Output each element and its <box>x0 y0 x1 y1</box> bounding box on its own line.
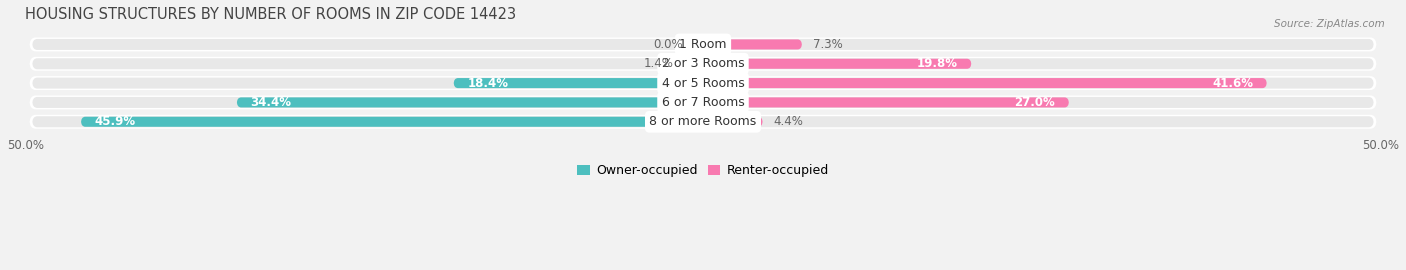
FancyBboxPatch shape <box>30 115 1376 129</box>
Text: 45.9%: 45.9% <box>94 115 136 128</box>
Text: HOUSING STRUCTURES BY NUMBER OF ROOMS IN ZIP CODE 14423: HOUSING STRUCTURES BY NUMBER OF ROOMS IN… <box>25 7 516 22</box>
Text: 19.8%: 19.8% <box>917 57 957 70</box>
Text: 1.4%: 1.4% <box>644 57 673 70</box>
FancyBboxPatch shape <box>703 117 762 127</box>
FancyBboxPatch shape <box>30 76 1376 90</box>
Text: 8 or more Rooms: 8 or more Rooms <box>650 115 756 128</box>
Text: 2 or 3 Rooms: 2 or 3 Rooms <box>662 57 744 70</box>
Text: 4.4%: 4.4% <box>773 115 803 128</box>
Text: 18.4%: 18.4% <box>467 77 508 90</box>
FancyBboxPatch shape <box>82 117 703 127</box>
FancyBboxPatch shape <box>32 77 1374 89</box>
Text: 34.4%: 34.4% <box>250 96 291 109</box>
FancyBboxPatch shape <box>703 97 1069 107</box>
FancyBboxPatch shape <box>703 59 972 69</box>
FancyBboxPatch shape <box>454 78 703 88</box>
FancyBboxPatch shape <box>32 39 1374 50</box>
Legend: Owner-occupied, Renter-occupied: Owner-occupied, Renter-occupied <box>572 159 834 183</box>
Text: 0.0%: 0.0% <box>652 38 683 51</box>
FancyBboxPatch shape <box>32 116 1374 127</box>
FancyBboxPatch shape <box>236 97 703 107</box>
Text: 4 or 5 Rooms: 4 or 5 Rooms <box>662 77 744 90</box>
FancyBboxPatch shape <box>685 59 703 69</box>
FancyBboxPatch shape <box>32 97 1374 108</box>
FancyBboxPatch shape <box>703 39 801 49</box>
Text: Source: ZipAtlas.com: Source: ZipAtlas.com <box>1274 19 1385 29</box>
FancyBboxPatch shape <box>30 96 1376 109</box>
FancyBboxPatch shape <box>30 57 1376 71</box>
Text: 6 or 7 Rooms: 6 or 7 Rooms <box>662 96 744 109</box>
Text: 27.0%: 27.0% <box>1015 96 1056 109</box>
Text: 1 Room: 1 Room <box>679 38 727 51</box>
Text: 41.6%: 41.6% <box>1212 77 1253 90</box>
Text: 7.3%: 7.3% <box>813 38 842 51</box>
FancyBboxPatch shape <box>32 58 1374 69</box>
FancyBboxPatch shape <box>30 38 1376 51</box>
FancyBboxPatch shape <box>703 78 1267 88</box>
